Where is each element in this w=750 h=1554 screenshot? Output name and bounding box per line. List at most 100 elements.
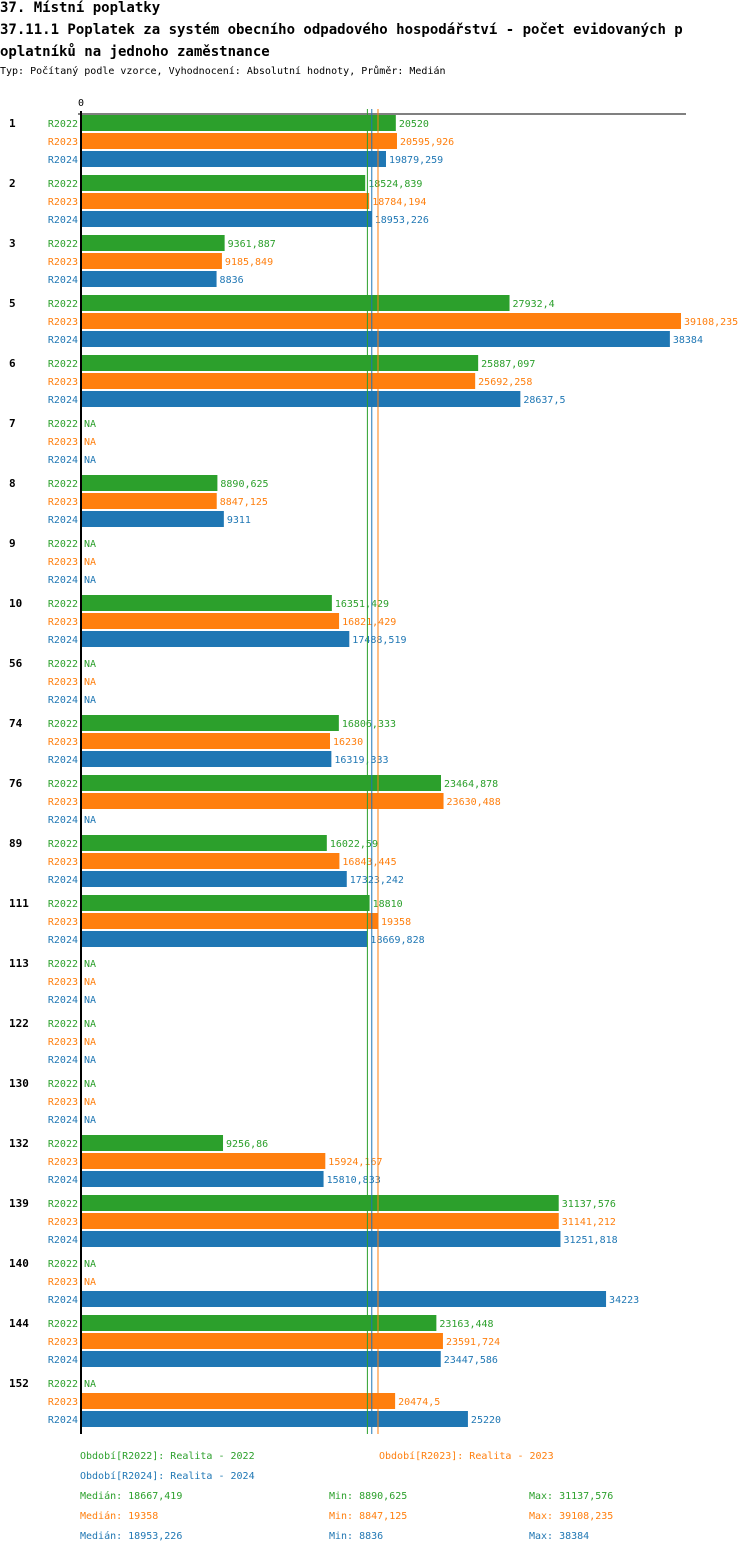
category-label: 130 — [9, 1077, 29, 1090]
series-label: R2024 — [48, 515, 78, 526]
axis-zero-label: 0 — [78, 98, 84, 109]
category-label: 76 — [9, 777, 23, 790]
category-label: 132 — [9, 1137, 29, 1150]
bar — [81, 1333, 443, 1349]
value-label: 16022,59 — [330, 839, 378, 850]
value-label: 18810 — [373, 899, 403, 910]
bar — [81, 1195, 559, 1211]
bar — [81, 871, 347, 887]
bar — [81, 1213, 559, 1229]
value-label: 25692,258 — [478, 377, 532, 388]
legend-period-r2022: Období[R2022]: Realita - 2022 — [80, 1451, 255, 1462]
value-label: NA — [84, 557, 96, 568]
series-label: R2024 — [48, 155, 78, 166]
bar — [81, 793, 444, 809]
value-label: NA — [84, 1079, 96, 1090]
value-label: 20474,5 — [398, 1397, 440, 1408]
series-label: R2022 — [48, 359, 78, 370]
series-label: R2023 — [48, 317, 78, 328]
value-label: 19879,259 — [389, 155, 443, 166]
value-label: NA — [84, 1055, 96, 1066]
value-label: 19358 — [381, 917, 411, 928]
bar — [81, 175, 366, 191]
series-label: R2023 — [48, 137, 78, 148]
bar — [81, 595, 332, 611]
series-label: R2023 — [48, 1397, 78, 1408]
bar — [81, 1153, 326, 1169]
value-label: 23464,878 — [444, 779, 498, 790]
value-label: 23591,724 — [446, 1337, 500, 1348]
series-label: R2023 — [48, 1337, 78, 1348]
value-label: NA — [84, 539, 96, 550]
series-label: R2022 — [48, 659, 78, 670]
series-label: R2023 — [48, 1277, 78, 1288]
bar — [81, 235, 225, 251]
stat-min-r2024: Min: 8836 — [329, 1531, 384, 1542]
series-label: R2023 — [48, 557, 78, 568]
value-label: 28637,5 — [523, 395, 565, 406]
series-label: R2024 — [48, 635, 78, 646]
value-label: NA — [84, 959, 96, 970]
bar — [81, 133, 397, 149]
value-label: 16821,429 — [342, 617, 396, 628]
series-label: R2022 — [48, 839, 78, 850]
series-label: R2023 — [48, 797, 78, 808]
category-label: 6 — [9, 357, 16, 370]
bar — [81, 835, 327, 851]
bar — [81, 271, 217, 287]
bar — [81, 151, 386, 167]
value-label: 9361,887 — [228, 239, 276, 250]
bar — [81, 331, 670, 347]
value-label: 34223 — [609, 1295, 639, 1306]
value-label: 23163,448 — [439, 1319, 493, 1330]
series-label: R2024 — [48, 1355, 78, 1366]
series-label: R2023 — [48, 437, 78, 448]
stat-max-r2023: Max: 39108,235 — [529, 1511, 614, 1522]
value-label: NA — [84, 659, 96, 670]
series-label: R2023 — [48, 1037, 78, 1048]
bar — [81, 1135, 224, 1151]
series-label: R2024 — [48, 815, 78, 826]
series-label: R2022 — [48, 1259, 78, 1270]
value-label: 38384 — [673, 335, 703, 346]
legend-period-r2024: Období[R2024]: Realita - 2024 — [80, 1471, 255, 1482]
series-label: R2024 — [48, 755, 78, 766]
bar — [81, 613, 340, 629]
value-label: 16843,445 — [342, 857, 396, 868]
value-label: 9311 — [227, 515, 251, 526]
category-label: 56 — [9, 657, 23, 670]
series-label: R2023 — [48, 497, 78, 508]
chart-title-line2: oplatníků na jednoho zaměstnance — [0, 44, 270, 60]
value-label: NA — [84, 1019, 96, 1030]
section-title: 37. Místní poplatky — [0, 0, 161, 16]
value-label: NA — [84, 1037, 96, 1048]
stat-min-r2023: Min: 8847,125 — [329, 1511, 408, 1522]
series-label: R2023 — [48, 857, 78, 868]
category-label: 7 — [9, 417, 16, 430]
category-label: 2 — [9, 177, 16, 190]
stat-min-r2022: Min: 8890,625 — [329, 1491, 408, 1502]
series-label: R2022 — [48, 1319, 78, 1330]
series-label: R2024 — [48, 335, 78, 346]
value-label: 9185,849 — [225, 257, 273, 268]
value-label: 8847,125 — [220, 497, 268, 508]
bar — [81, 853, 340, 869]
series-label: R2023 — [48, 977, 78, 988]
value-label: NA — [84, 419, 96, 430]
stat-max-r2024: Max: 38384 — [529, 1531, 590, 1542]
value-label: NA — [84, 815, 96, 826]
category-label: 10 — [9, 597, 22, 610]
bar — [81, 1411, 468, 1427]
category-label: 9 — [9, 537, 16, 550]
category-label: 144 — [9, 1317, 29, 1330]
bar — [81, 493, 217, 509]
value-label: NA — [84, 455, 96, 466]
stat-median-r2022: Medián: 18667,419 — [80, 1491, 183, 1502]
category-label: 74 — [9, 717, 23, 730]
value-label: NA — [84, 1097, 96, 1108]
bar — [81, 193, 370, 209]
series-label: R2024 — [48, 995, 78, 1006]
value-label: NA — [84, 677, 96, 688]
series-label: R2022 — [48, 1379, 78, 1390]
bar — [81, 1315, 437, 1331]
